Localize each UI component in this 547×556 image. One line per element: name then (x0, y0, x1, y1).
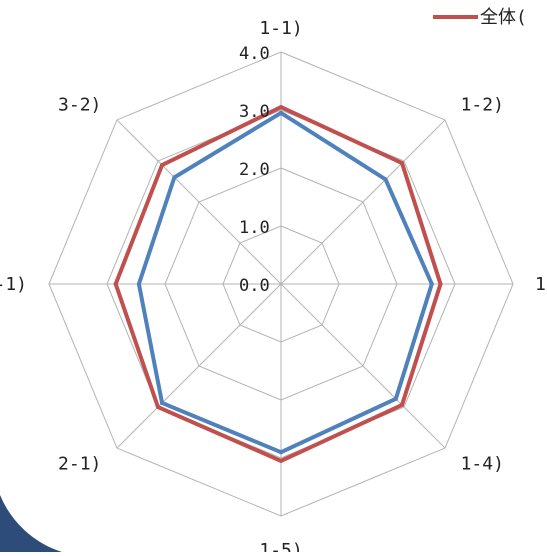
grid-layer (48, 51, 514, 517)
category-label: 3-2) (58, 94, 101, 115)
series-0-point-6 (113, 282, 118, 286)
series-0-point-1 (399, 161, 404, 166)
series-line-1 (136, 110, 434, 455)
category-label: 3-1) (0, 274, 27, 295)
series-0-point-5 (155, 405, 160, 410)
category-label: 1-4) (461, 454, 504, 475)
spoke-3 (280, 283, 446, 449)
series-1-point-0 (279, 110, 283, 115)
series-0-point-2 (438, 282, 443, 286)
series-1-point-2 (429, 282, 434, 286)
category-label: 1-3) (535, 274, 547, 295)
tick-label: 4.0 (239, 44, 270, 64)
label-layer: 0.0 1.0 2.0 3.0 4.0 1-1) 1-2) 1-3) 1-4) 1-5) 2-1) 3… (0, 18, 547, 552)
category-label: 2-1) (58, 454, 101, 475)
tick-label: 1.0 (239, 218, 270, 238)
series-1-point-4 (279, 450, 283, 455)
category-label: 1-5) (259, 540, 302, 552)
series-1-point-6 (136, 282, 141, 286)
series-1-point-5 (160, 400, 165, 405)
series-1-point-3 (393, 396, 398, 401)
tick-label: 3.0 (239, 102, 270, 122)
series-1-point-1 (383, 177, 388, 182)
legend: 全体( (433, 7, 527, 28)
series-0-point-7 (160, 163, 165, 168)
series-0-point-3 (399, 402, 404, 407)
spoke-5 (116, 283, 282, 449)
spoke-1 (280, 119, 446, 285)
category-label: 1-1) (259, 18, 302, 39)
legend-label: 全体( (480, 7, 527, 28)
series-layer (113, 105, 443, 463)
tick-label: 0.0 (239, 276, 270, 296)
series-0-point-0 (279, 105, 283, 110)
series-1-point-7 (172, 175, 177, 180)
tick-label: 2.0 (239, 160, 270, 180)
series-0-point-4 (279, 458, 283, 463)
category-label: 1-2) (461, 94, 504, 115)
spoke-7 (116, 119, 282, 285)
